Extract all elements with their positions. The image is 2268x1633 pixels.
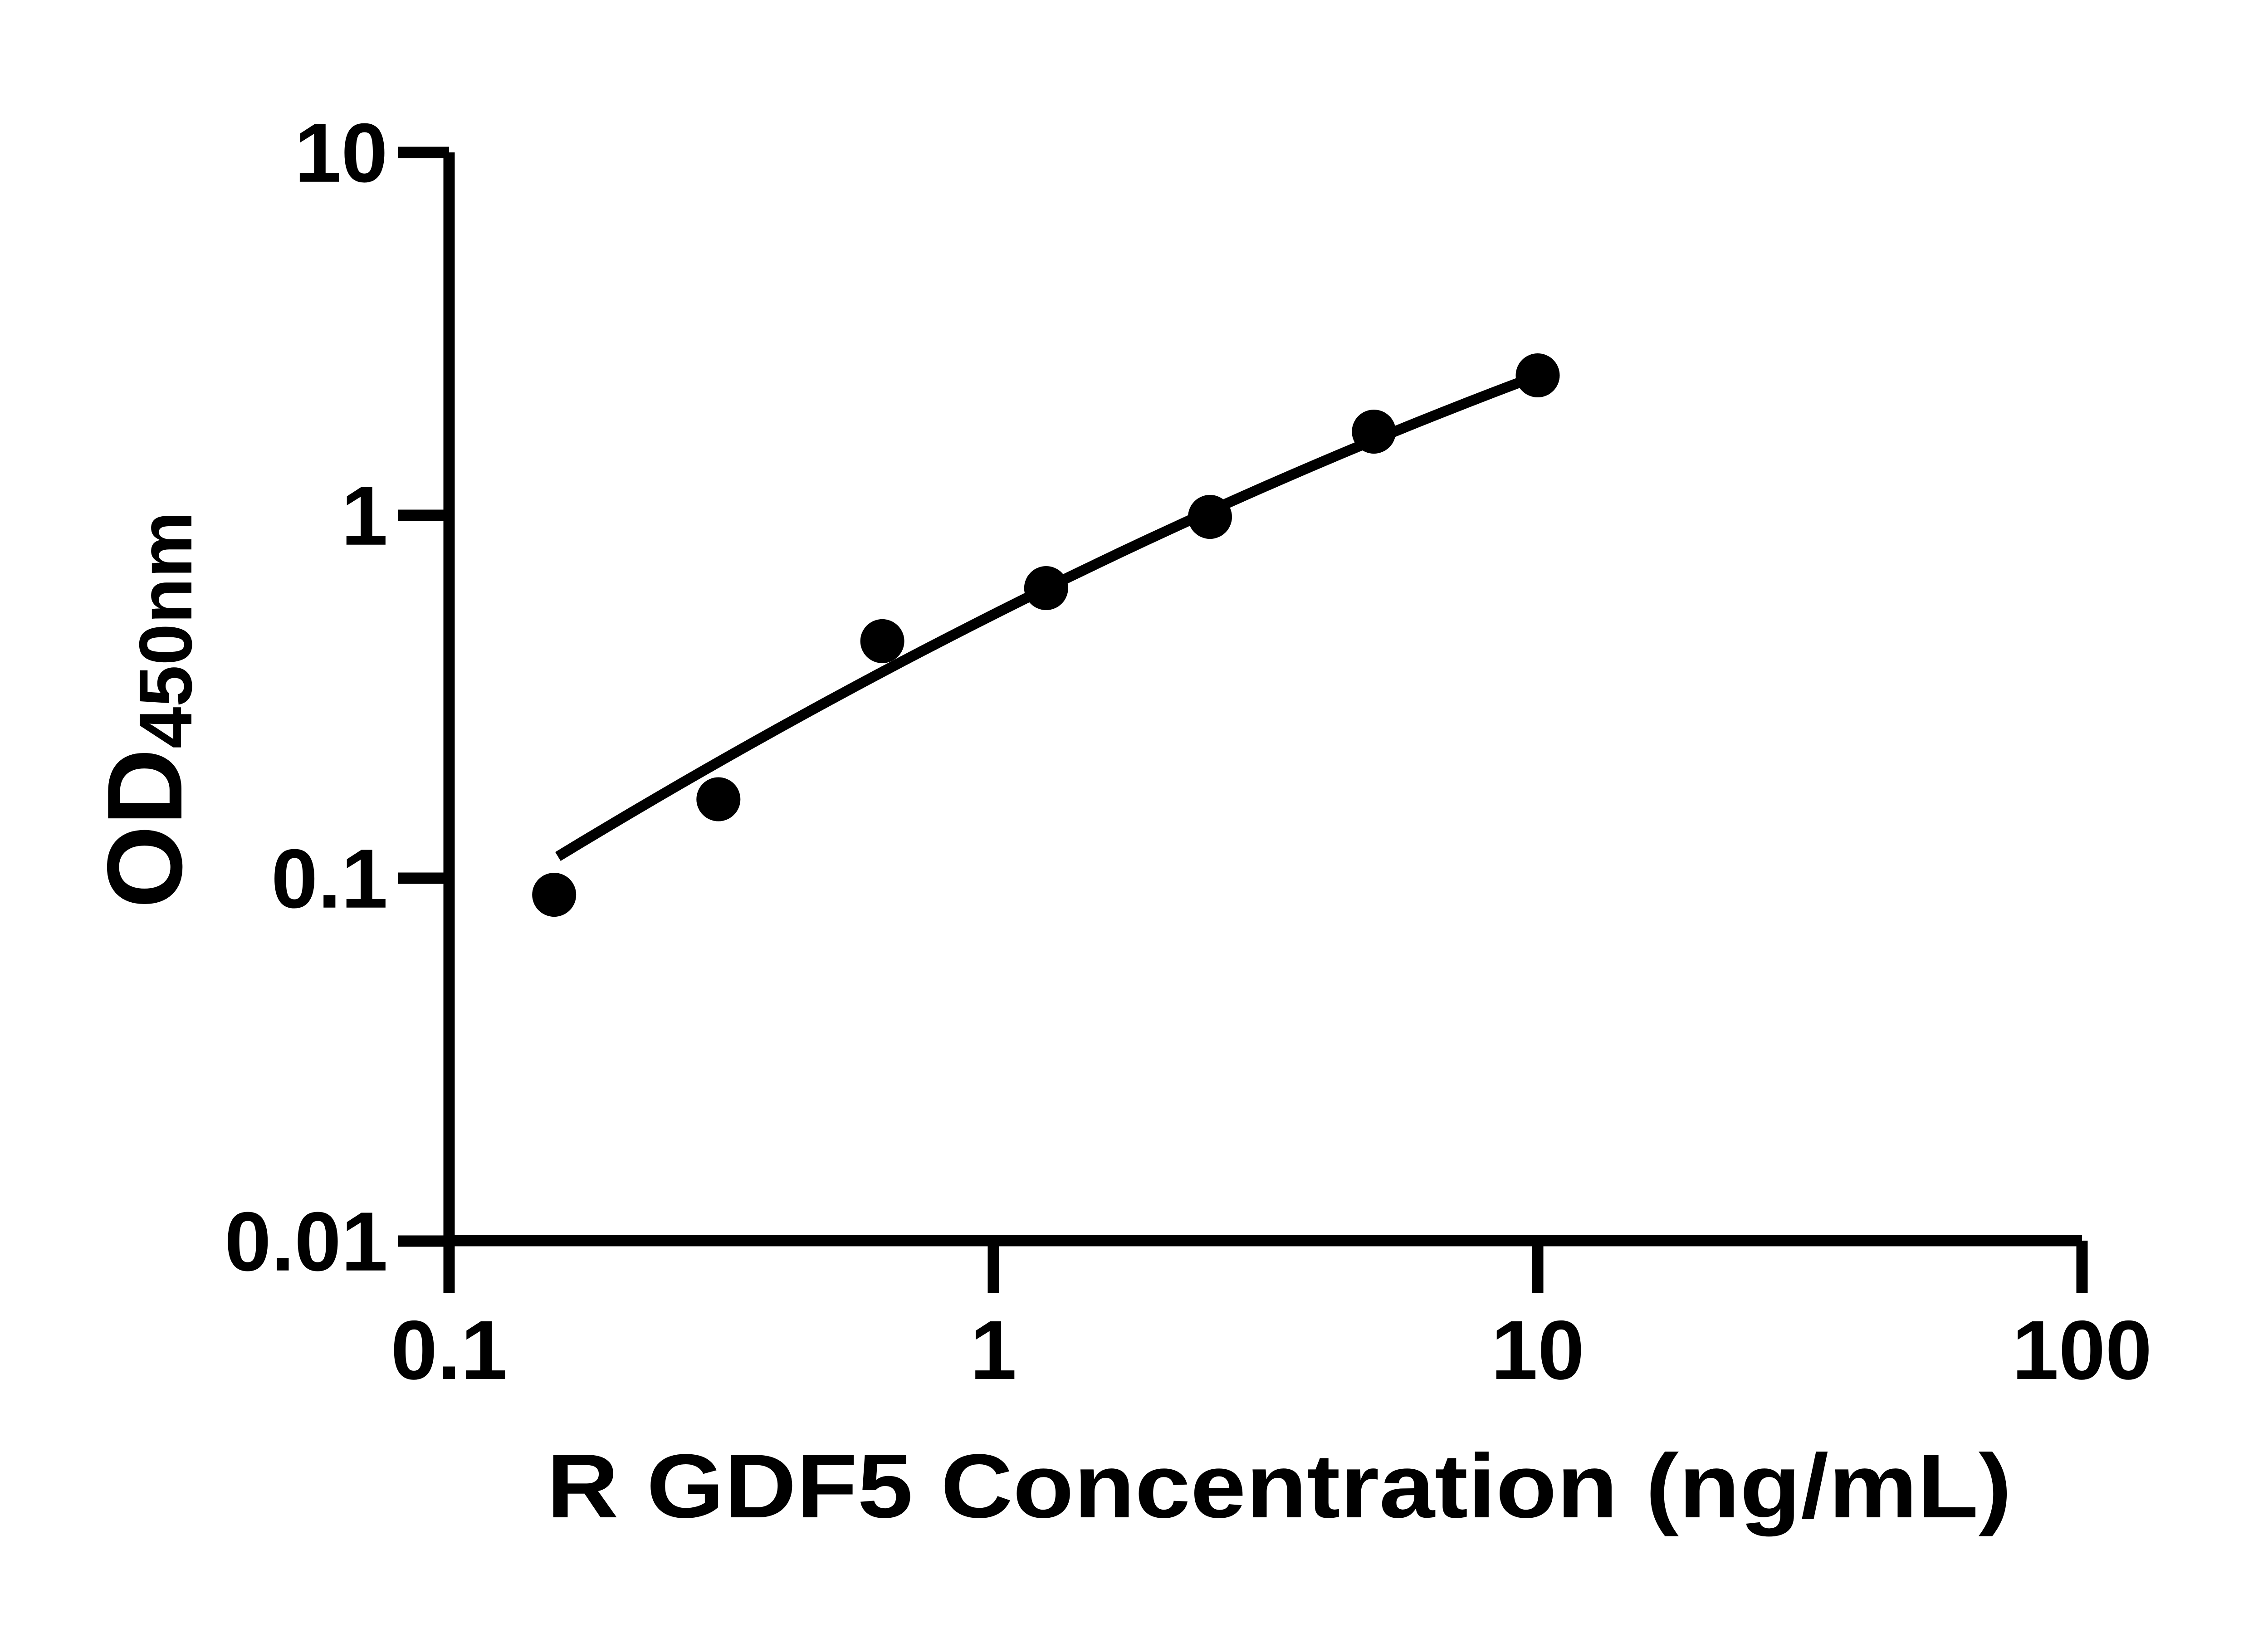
y-tick-label-10: 10 xyxy=(294,107,388,200)
y-axis-title: OD450nm xyxy=(85,511,207,908)
y-axis-title-main: OD xyxy=(85,748,204,909)
x-tick-label-10: 10 xyxy=(1491,1304,1584,1397)
data-point xyxy=(860,619,904,663)
x-tick-label-0.1: 0.1 xyxy=(391,1304,507,1397)
data-point xyxy=(1515,353,1560,397)
x-tick-label-1: 1 xyxy=(970,1304,1017,1397)
y-axis-title-subscript: 450nm xyxy=(124,511,207,748)
data-point xyxy=(532,873,577,917)
x-tick-label-100: 100 xyxy=(2012,1304,2152,1397)
data-point xyxy=(1188,495,1232,539)
x-axis-title: R GDF5 Concentration (ng/mL) xyxy=(547,1436,2012,1537)
y-tick-label-0.01: 0.01 xyxy=(225,1195,388,1289)
y-tick-label-1: 1 xyxy=(341,469,388,563)
y-tick-label-0.1: 0.1 xyxy=(271,832,388,926)
data-point xyxy=(1352,410,1396,454)
data-point xyxy=(696,777,741,821)
data-point xyxy=(1024,566,1068,610)
